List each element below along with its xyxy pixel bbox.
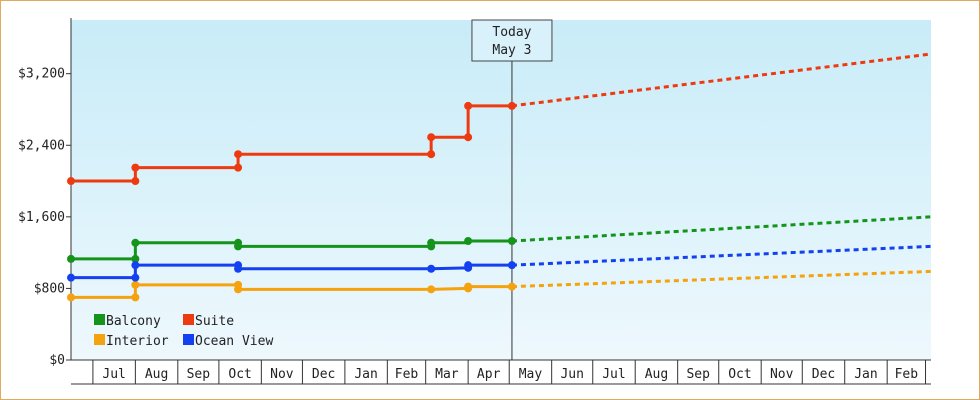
series-line-suite — [71, 104, 512, 183]
y-tick-label: $0 — [49, 353, 65, 368]
series-forecast-suite — [511, 52, 932, 108]
data-point-ocean-view — [507, 261, 516, 270]
legend-swatch-ocean-view — [183, 334, 194, 345]
legend-label-interior: Interior — [106, 334, 169, 349]
data-point-interior — [67, 293, 75, 302]
data-point-suite — [131, 163, 140, 172]
series-forecast-ocean-view — [511, 244, 932, 267]
legend-swatch-suite — [183, 314, 194, 325]
data-point-suite — [464, 133, 473, 142]
today-label-title: Today — [492, 25, 531, 40]
legend-label-suite: Suite — [195, 314, 234, 329]
x-tick-label: Jan — [354, 367, 377, 382]
data-point-ocean-view — [67, 273, 75, 282]
x-tick-label: Nov — [770, 367, 794, 382]
x-tick-label: Aug — [145, 367, 168, 382]
data-point-balcony — [67, 254, 75, 263]
x-tick-label: Sep — [686, 367, 710, 382]
x-tick-label: Feb — [895, 367, 919, 382]
data-point-ocean-view — [131, 273, 140, 282]
data-point-balcony — [427, 238, 436, 247]
data-point-balcony — [507, 237, 516, 245]
data-point-suite — [464, 101, 473, 110]
data-point-balcony — [131, 238, 140, 247]
y-tick-label: $800 — [34, 281, 65, 296]
x-tick-label: Aug — [645, 367, 668, 382]
data-point-interior — [234, 285, 243, 294]
plot-area — [71, 20, 931, 360]
data-point-interior — [427, 285, 436, 294]
x-tick-label: Jul — [602, 367, 625, 382]
x-tick-label: Nov — [270, 367, 294, 382]
y-tick-label: $1,600 — [18, 210, 65, 225]
x-tick-label: Apr — [477, 367, 501, 382]
data-point-balcony — [234, 242, 243, 251]
legend-swatch-balcony — [94, 314, 105, 325]
data-point-suite — [131, 177, 140, 186]
data-point-interior — [131, 280, 140, 289]
legend-label-ocean-view: Ocean View — [195, 334, 273, 349]
x-tick-label: Dec — [312, 367, 335, 382]
data-point-interior — [507, 282, 516, 291]
data-point-suite — [507, 101, 516, 110]
legend-swatch-interior — [94, 334, 105, 345]
data-point-suite — [427, 133, 436, 142]
data-point-ocean-view — [234, 264, 243, 273]
x-tick-label: Dec — [812, 367, 835, 382]
x-tick-label: Mar — [435, 367, 459, 382]
data-point-suite — [427, 150, 436, 159]
data-point-balcony — [131, 254, 140, 263]
x-tick-label: Jun — [560, 367, 583, 382]
series-forecast-interior — [511, 269, 932, 289]
data-point-ocean-view — [464, 261, 473, 270]
data-point-suite — [234, 163, 243, 172]
x-tick-label: May — [519, 367, 543, 382]
series-forecast-balcony — [511, 215, 932, 243]
today-label-box — [471, 19, 553, 62]
data-point-balcony — [464, 237, 473, 245]
data-point-interior — [464, 282, 473, 291]
y-tick-label: $3,200 — [18, 67, 65, 82]
data-point-suite — [234, 150, 243, 159]
x-tick-label: Feb — [395, 367, 419, 382]
x-tick-label: Sep — [187, 367, 211, 382]
x-tick-label: Jul — [102, 367, 125, 382]
y-tick-label: $2,400 — [18, 138, 65, 153]
today-label-date: May 3 — [492, 43, 531, 58]
data-point-suite — [67, 177, 75, 186]
x-tick-label: Jan — [854, 367, 877, 382]
data-point-ocean-view — [427, 264, 436, 273]
data-point-ocean-view — [131, 261, 140, 270]
x-tick-label: Oct — [728, 367, 751, 382]
legend-label-balcony: Balcony — [106, 314, 161, 329]
x-tick-label: Oct — [228, 367, 251, 382]
data-point-interior — [131, 293, 140, 302]
